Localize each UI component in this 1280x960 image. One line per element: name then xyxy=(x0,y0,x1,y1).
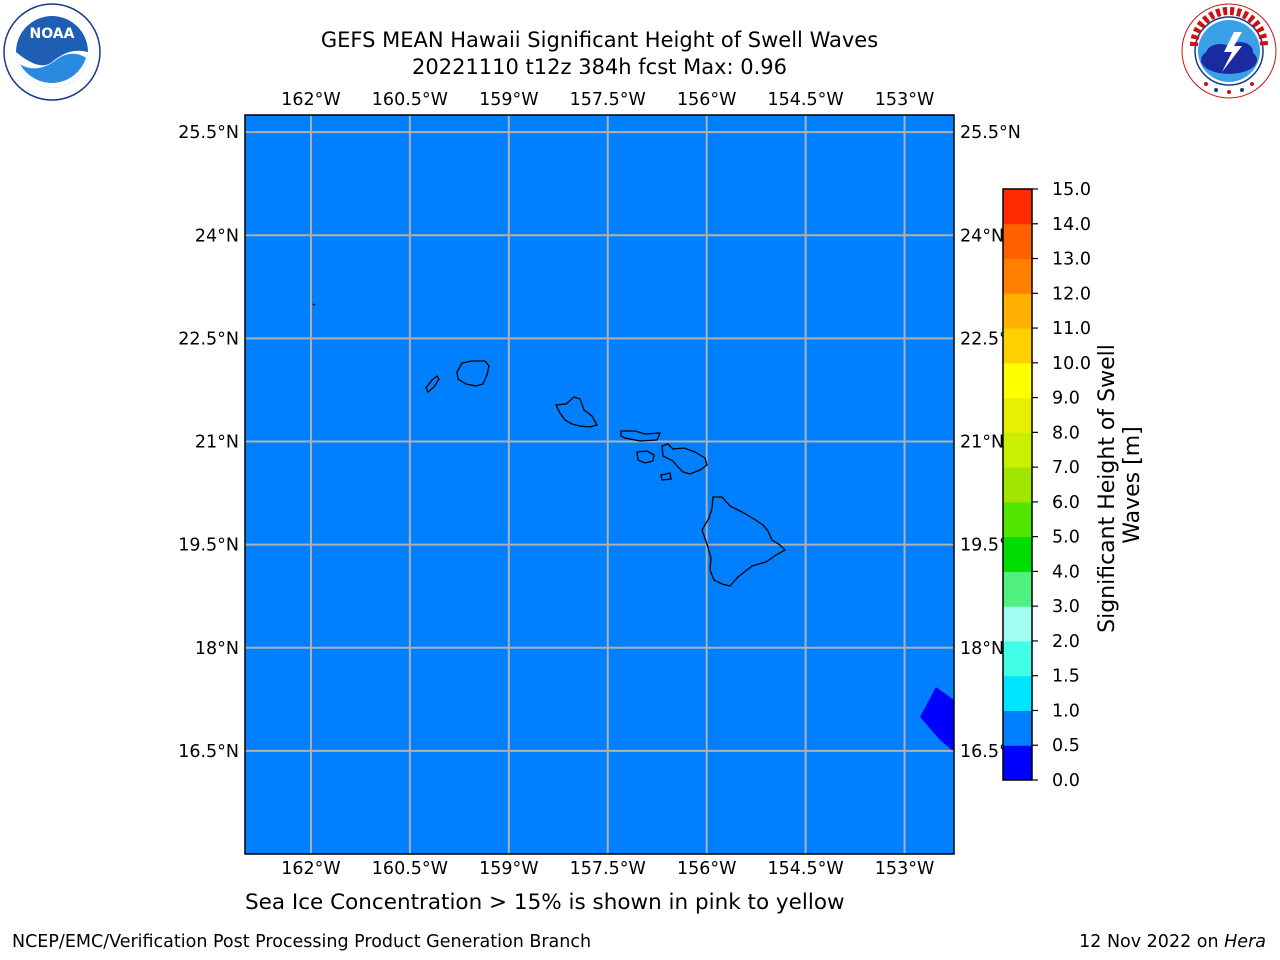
colorbar: 0.0 0.5 1.0 1.5 2.0 3.0 4.0 5.0 6.0 7.0 8.0 9.0 10.0… xyxy=(1002,180,1091,791)
lat-tick-label: 19.5°N xyxy=(178,536,239,556)
low-swell-region xyxy=(920,687,954,752)
lon-tick-label: 154.5°W xyxy=(768,859,844,879)
lat-tick-label: 22.5°N xyxy=(178,329,239,349)
lon-tick-label: 153°W xyxy=(875,90,934,110)
lon-tick-label: 154.5°W xyxy=(768,90,844,110)
sea-ice-caption: Sea Ice Concentration > 15% is shown in … xyxy=(245,890,845,915)
lon-tick-label: 160.5°W xyxy=(372,859,448,879)
colorbar-segment xyxy=(1003,640,1032,677)
lon-tick-label: 159°W xyxy=(479,859,538,879)
lon-tick-label: 153°W xyxy=(875,859,934,879)
colorbar-tick-label: 2.0 xyxy=(1052,632,1080,652)
lon-tick-label: 162°W xyxy=(281,859,340,879)
map-frame xyxy=(244,114,955,855)
colorbar-tick-label: 0.0 xyxy=(1052,771,1080,791)
lon-tick-label: 156°W xyxy=(677,90,736,110)
colorbar-tick-label: 4.0 xyxy=(1052,562,1080,582)
colorbar-segment xyxy=(1003,501,1032,538)
kahoolawe-island xyxy=(660,472,672,481)
colorbar-tick-label: 9.0 xyxy=(1052,389,1080,409)
colorbar-segment xyxy=(1003,362,1032,399)
lanai-island xyxy=(636,450,655,464)
lat-tick-label: 24°N xyxy=(195,226,239,246)
colorbar-segment xyxy=(1003,606,1032,642)
colorbar-tick-label: 0.5 xyxy=(1052,736,1080,756)
colorbar-segment xyxy=(1003,397,1032,433)
chart-title: GEFS MEAN Hawaii Significant Height of S… xyxy=(320,28,879,52)
coastlines xyxy=(312,303,787,587)
lon-tick-label: 157.5°W xyxy=(570,90,646,110)
colorbar-frame xyxy=(1002,188,1033,781)
colorbar-segment xyxy=(1003,745,1032,781)
noaa-logo-text: NOAA xyxy=(30,26,75,42)
lat-tick-label: 18°N xyxy=(195,639,239,659)
lon-tick-label: 157.5°W xyxy=(570,859,646,879)
footer-date-text: 12 Nov 2022 on xyxy=(1079,932,1225,952)
colorbar-segment xyxy=(1003,710,1032,746)
maui-island xyxy=(661,443,708,475)
map-gridlines xyxy=(245,115,954,854)
chart-subtitle: 20221110 t12z 384h fcst Max: 0.96 xyxy=(412,55,787,79)
colorbar-tick-label: 3.0 xyxy=(1052,597,1080,617)
colorbar-segment xyxy=(1003,328,1032,364)
lon-tick-label: 159°W xyxy=(479,90,538,110)
colorbar-segment xyxy=(1003,223,1032,260)
niihau-island xyxy=(425,375,440,394)
lat-tick-label: 18°N xyxy=(960,639,1004,659)
colorbar-tick-label: 6.0 xyxy=(1052,493,1080,513)
lat-tick-label: 21°N xyxy=(960,433,1004,453)
footer-date: 12 Nov 2022 on Hera xyxy=(1079,932,1266,952)
colorbar-tick-label: 5.0 xyxy=(1052,528,1080,548)
colorbar-tick-label: 10.0 xyxy=(1052,354,1091,374)
kauai-island xyxy=(456,360,490,387)
colorbar-tick-label: 1.0 xyxy=(1052,701,1080,721)
nws-logo-icon xyxy=(1181,3,1277,99)
map-area xyxy=(245,115,954,854)
colorbar-segment xyxy=(1003,467,1032,503)
noaa-logo-icon: NOAA xyxy=(3,3,101,101)
lon-tick-label: 156°W xyxy=(677,859,736,879)
colorbar-tick-label: 8.0 xyxy=(1052,423,1080,443)
lat-tick-label: 25.5°N xyxy=(960,123,1021,143)
oahu-island xyxy=(554,396,598,428)
colorbar-tick-label: 7.0 xyxy=(1052,458,1080,478)
latitude-labels-left: 25.5°N 24°N 22.5°N 21°N 19.5°N 18°N 16.5°N xyxy=(178,123,239,762)
colorbar-tick-label: 15.0 xyxy=(1052,180,1091,200)
longitude-labels-top: 162°W 160.5°W 159°W 157.5°W 156°W 154.5°W 153°… xyxy=(281,90,934,110)
colorbar-segment xyxy=(1003,293,1032,329)
colorbar-label: Significant Height of Swell Waves [m] xyxy=(1095,337,1145,633)
footer-host: Hera xyxy=(1224,932,1266,952)
colorbar-segment xyxy=(1003,432,1032,468)
colorbar-segment xyxy=(1003,571,1032,607)
colorbar-segment xyxy=(1003,189,1032,225)
lon-tick-label: 160.5°W xyxy=(372,90,448,110)
colorbar-tick-label: 1.5 xyxy=(1052,667,1080,687)
lat-tick-label: 21°N xyxy=(195,433,239,453)
footer-branch: NCEP/EMC/Verification Post Processing Pr… xyxy=(12,932,592,952)
french-frigate-dot xyxy=(312,303,316,306)
lat-tick-label: 24°N xyxy=(960,226,1004,246)
lat-tick-label: 16.5°N xyxy=(178,742,239,762)
colorbar-segment xyxy=(1003,536,1032,572)
longitude-labels-bottom: 162°W 160.5°W 159°W 157.5°W 156°W 154.5°W 153°… xyxy=(281,859,934,879)
colorbar-tick-label: 11.0 xyxy=(1052,319,1091,339)
colorbar-tick-label: 12.0 xyxy=(1052,284,1091,304)
molokai-island xyxy=(620,430,662,442)
colorbar-segment xyxy=(1003,258,1032,294)
colorbar-segment xyxy=(1003,675,1032,711)
hawaii-island xyxy=(701,496,787,587)
colorbar-tick-label: 13.0 xyxy=(1052,250,1091,270)
lon-tick-label: 162°W xyxy=(281,90,340,110)
lat-tick-label: 25.5°N xyxy=(178,123,239,143)
colorbar-tick-label: 14.0 xyxy=(1052,215,1091,235)
